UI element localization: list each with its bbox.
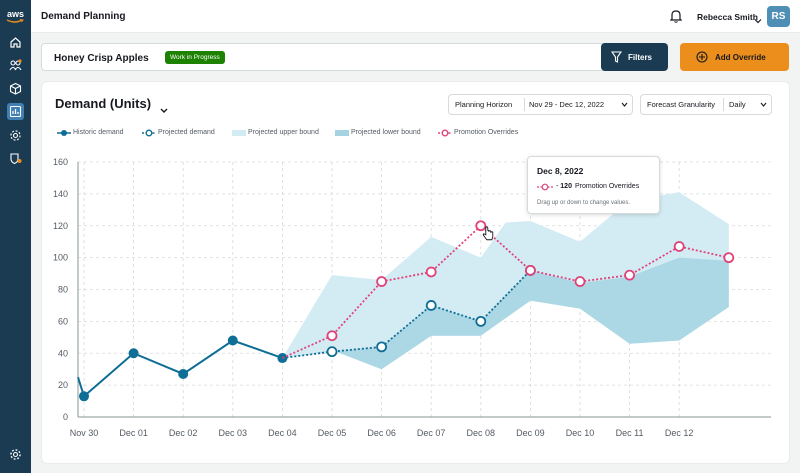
historic-line	[77, 339, 283, 399]
box-icon[interactable]	[7, 80, 24, 97]
promo-point	[326, 330, 338, 342]
y-tick-label: 120	[53, 221, 68, 231]
y-tick-label: 20	[58, 380, 68, 390]
aws-logo[interactable]: aws	[4, 8, 27, 26]
promo-point	[425, 266, 437, 278]
x-tick-label: Dec 08	[467, 428, 496, 438]
legend-upper-label: Projected upper bound	[248, 129, 319, 136]
promo-point	[376, 276, 388, 287]
home-icon[interactable]	[7, 34, 24, 51]
x-tick-label: Dec 06	[367, 428, 396, 438]
chevron-down-icon	[760, 102, 767, 107]
card-title[interactable]: Demand (Units)	[55, 96, 152, 111]
x-tick-label: Dec 11	[616, 428, 644, 438]
x-tick-label: Dec 05	[318, 428, 347, 438]
gear-icon[interactable]	[7, 446, 24, 463]
x-tick-label: Dec 02	[169, 428, 198, 438]
projected-point	[326, 346, 338, 358]
filters-label: Filters	[628, 53, 653, 62]
product-name: Honey Crisp Apples	[54, 53, 149, 64]
promo-point	[673, 241, 685, 252]
promo-point	[475, 220, 487, 232]
filters-button[interactable]: Filters	[601, 43, 668, 71]
top-bar: Demand Planning Rebecca Smith RS	[31, 0, 800, 33]
y-tick-label: 100	[53, 253, 68, 263]
promo-point	[524, 264, 536, 276]
page-title: Demand Planning	[41, 11, 126, 22]
chevron-down-icon[interactable]	[754, 12, 762, 30]
y-tick-label: 160	[53, 157, 68, 167]
hand-cursor-icon	[482, 226, 494, 241]
chevron-down-icon	[621, 102, 628, 107]
y-tick-label: 140	[53, 189, 68, 199]
bell-icon[interactable]	[669, 9, 683, 28]
chevron-down-icon[interactable]	[160, 101, 168, 119]
projected-point	[425, 300, 437, 311]
nav-rail: aws	[0, 0, 31, 473]
historic-point	[128, 348, 139, 359]
historic-point	[79, 391, 89, 402]
avatar[interactable]: RS	[767, 6, 790, 27]
x-tick-label: Dec 12	[665, 428, 694, 438]
x-tick-label: Dec 10	[566, 428, 595, 438]
y-tick-label: 80	[58, 285, 68, 295]
lower-bound-band	[282, 257, 729, 370]
y-tick-label: 40	[58, 348, 68, 358]
forecast-granularity-label: Forecast Granularity	[647, 100, 715, 109]
users-icon[interactable]	[7, 57, 24, 74]
x-tick-label: Dec 01	[119, 428, 148, 438]
x-tick-label: Nov 30	[70, 428, 99, 438]
tooltip-date: Dec 8, 2022	[537, 166, 584, 176]
planning-horizon-select[interactable]: Planning Horizon Nov 29 - Dec 12, 2022	[448, 94, 633, 115]
planning-horizon-label: Planning Horizon	[455, 100, 513, 109]
historic-point	[227, 335, 238, 346]
legend-lower-label: Projected lower bound	[351, 129, 421, 136]
projected-point	[376, 341, 388, 353]
add-override-button[interactable]: Add Override	[680, 43, 789, 71]
status-badge: Work in Progress	[165, 51, 225, 64]
x-tick-label: Dec 09	[516, 428, 545, 438]
promo-point	[723, 252, 735, 264]
demand-chart[interactable]: 0 20 40 60 80 100 120 140 160 Nov 30 Dec 01 Dec 02 D…	[41, 118, 781, 448]
forecast-granularity-value: Daily	[729, 100, 746, 109]
y-tick-label: 60	[58, 316, 68, 326]
funnel-icon	[611, 51, 622, 63]
forecast-granularity-select[interactable]: Forecast Granularity Daily	[640, 94, 772, 115]
x-tick-label: Dec 03	[219, 428, 248, 438]
tooltip-value: 120	[560, 183, 572, 190]
tooltip-hint: Drag up or down to change values.	[537, 200, 631, 206]
user-name[interactable]: Rebecca Smith	[697, 12, 758, 22]
product-selector[interactable]: Honey Crisp Apples Work in Progress	[41, 43, 622, 71]
y-tick-label: 0	[63, 412, 68, 422]
promo-point	[574, 276, 586, 287]
planning-horizon-value: Nov 29 - Dec 12, 2022	[529, 100, 605, 109]
plus-circle-icon	[696, 51, 708, 63]
chart-icon[interactable]	[7, 103, 24, 120]
tooltip-series-name: Promotion Overrides	[575, 183, 640, 190]
logo-text: aws	[6, 9, 24, 19]
legend-projected-label: Projected demand	[158, 129, 215, 136]
chart-tooltip: Dec 8, 2022 Promotion Overrides - 120 Dr…	[527, 156, 660, 214]
promo-point	[624, 269, 635, 281]
historic-point	[178, 368, 189, 379]
alert-shield-icon[interactable]	[7, 150, 24, 167]
settings-gear-icon[interactable]	[7, 127, 24, 144]
legend-historic-label: Historic demand	[73, 129, 124, 136]
projected-line	[282, 269, 532, 359]
x-tick-label: Dec 07	[417, 428, 446, 438]
legend-promo-label: Promotion Overrides	[454, 129, 519, 136]
projected-point	[475, 315, 487, 327]
x-tick-label: Dec 04	[268, 428, 297, 438]
add-override-label: Add Override	[715, 53, 766, 62]
